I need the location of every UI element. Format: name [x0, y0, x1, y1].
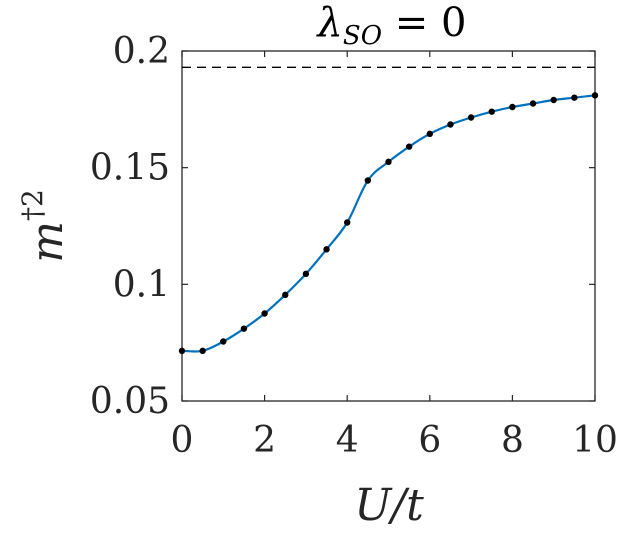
y-tick-label: 0.05: [90, 381, 170, 422]
data-point: [282, 291, 289, 299]
data-point: [467, 114, 475, 121]
x-tick-label: 2: [253, 420, 276, 461]
svg-text:m†2: m†2: [16, 189, 73, 263]
data-point: [447, 121, 454, 128]
data-point: [344, 219, 351, 226]
data-point: [426, 130, 433, 138]
y-axis-label-base: m: [22, 221, 73, 263]
svg-text:λSO = 0: λSO = 0: [316, 0, 467, 51]
x-tick-label: 8: [501, 420, 524, 461]
axes-box: [181, 50, 596, 402]
y-axis-label: m†2: [16, 189, 73, 263]
x-tick-label: 6: [418, 420, 441, 461]
data-point: [488, 108, 495, 115]
data-point: [323, 246, 330, 253]
chart-title: λSO = 0: [316, 0, 467, 51]
data-point: [199, 347, 206, 355]
y-tick-label: 0.1: [113, 264, 170, 305]
data-point: [385, 158, 392, 166]
chart-title-symbol: λ: [316, 0, 343, 46]
data-point: [261, 310, 268, 317]
y-axis-label-sup: †2: [16, 189, 49, 221]
chart-title-rest: = 0: [382, 0, 466, 46]
y-tick-label: 0.2: [113, 31, 170, 72]
x-axis-label: U/t: [354, 480, 424, 531]
data-point: [240, 325, 248, 332]
data-point: [302, 270, 310, 278]
series-line: [181, 94, 596, 353]
data-point: [591, 92, 599, 99]
data-point: [571, 94, 578, 101]
data-point: [509, 103, 516, 111]
chart-title-subscript: SO: [343, 21, 382, 51]
data-point: [550, 96, 557, 104]
x-tick-label: 10: [572, 420, 617, 461]
data-point: [529, 100, 537, 107]
data-point: [220, 338, 227, 345]
plot-area: 0 2 4 6 8 10 0.05 0.1 0.15 0.2: [90, 31, 617, 461]
x-tick-label: 0: [171, 420, 194, 461]
data-point: [364, 177, 372, 184]
x-tick-label: 4: [336, 420, 359, 461]
data-point: [178, 347, 186, 355]
y-tick-label: 0.15: [90, 148, 170, 189]
data-point: [405, 143, 413, 150]
